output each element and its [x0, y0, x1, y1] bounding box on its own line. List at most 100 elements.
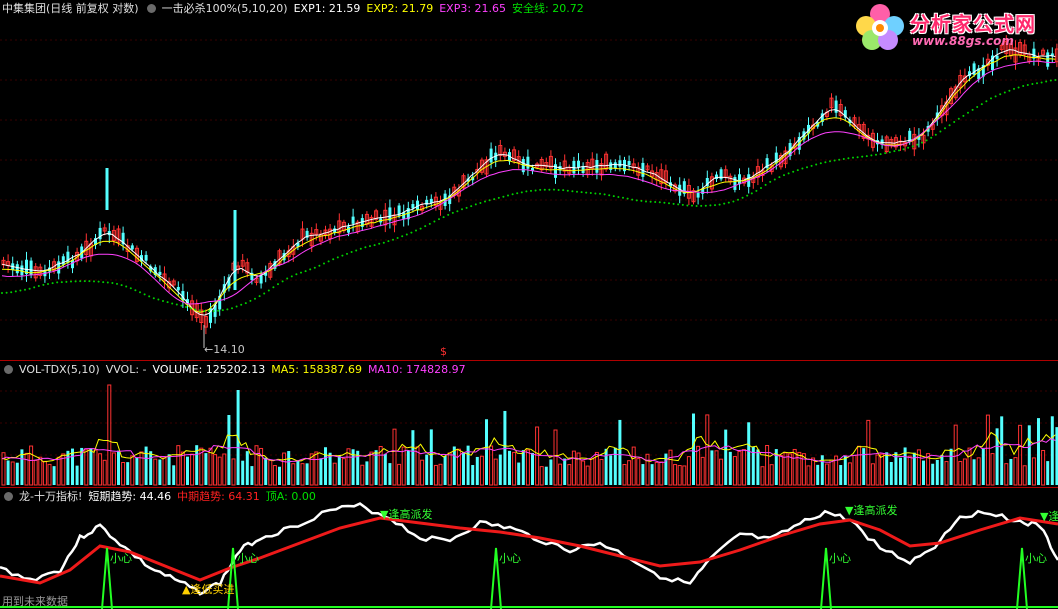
volume-bar [981, 448, 985, 485]
price-chart-pane[interactable]: 中集集团(日线 前复权 对数) 一击必杀100%(5,10,20) EXP1: 21… [0, 0, 1058, 360]
safe-line-dot [939, 130, 942, 133]
volume-bar [732, 456, 737, 486]
safe-line-dot [599, 192, 601, 195]
safe-line-dot [999, 93, 1002, 96]
volume-bar [180, 451, 185, 486]
safe-line-dot [806, 166, 808, 169]
candle [416, 195, 419, 215]
volume-bar [498, 454, 502, 485]
safe-line-dot [879, 153, 882, 156]
safe-line-dot [28, 287, 31, 290]
candle [623, 156, 626, 175]
candle [627, 155, 631, 171]
safe-line-dot [842, 157, 845, 160]
candle [738, 168, 741, 191]
volume-bar [765, 445, 770, 486]
safe-line-dot [97, 280, 100, 283]
volume-bar [93, 449, 98, 486]
volume-bar [111, 452, 116, 486]
volume-bar [305, 463, 309, 485]
volume-bar [650, 464, 654, 485]
logo-name: 分析家公式网 [910, 12, 1036, 36]
safe-line-dot [732, 200, 735, 203]
site-logo: 分析家公式网 www.88gs.com [852, 2, 1052, 50]
volume-bar [485, 419, 488, 485]
candle [181, 283, 185, 308]
safe-line-dot [212, 310, 215, 313]
safe-line-dot [539, 188, 542, 191]
safe-line-dot [226, 308, 229, 311]
safe-line-dot [479, 202, 482, 205]
volume-bar [268, 459, 273, 486]
candle [498, 139, 503, 161]
candle [374, 208, 379, 222]
candle [199, 302, 204, 330]
volume-bar [360, 464, 365, 486]
candle [300, 221, 305, 247]
volume-bar [259, 447, 264, 486]
volume-chart-pane[interactable]: VOL-TDX(5,10) VVOL: - VOLUME: 125202.13 MA5… [0, 361, 1058, 487]
volume-bar [953, 424, 958, 486]
settings-circle-icon[interactable] [4, 365, 13, 374]
volume-bar [365, 461, 369, 485]
volume-bar [903, 447, 907, 485]
volume-bar [217, 456, 222, 486]
candle [659, 163, 664, 190]
volume-bar [42, 460, 47, 486]
safe-line-dot [893, 150, 896, 153]
safe-line-dot [714, 204, 716, 207]
pane-divider[interactable] [0, 360, 1058, 361]
candle [20, 260, 24, 281]
safe-line-dot [240, 303, 243, 306]
volume-bar [599, 458, 604, 486]
safe-line-dot [888, 151, 891, 154]
safe-line-dot [681, 203, 684, 206]
candle [282, 249, 286, 264]
volume-bar [213, 454, 218, 486]
volume-bar [241, 460, 245, 485]
settings-circle-icon[interactable] [4, 492, 13, 501]
volume-bar [227, 415, 231, 485]
safe-line-dot [488, 199, 491, 202]
safe-line-dot [336, 256, 339, 259]
volume-bar [374, 450, 378, 485]
safe-line-dot [56, 281, 59, 284]
volume-bar [479, 455, 484, 486]
volume-bar [719, 458, 724, 486]
safe-line-dot [704, 204, 707, 207]
safe-line-dot [957, 117, 960, 120]
candle [176, 281, 180, 296]
safe-line-dot [364, 246, 367, 249]
volume-bar [517, 462, 521, 485]
candle [245, 258, 250, 278]
volume-bar [916, 449, 921, 486]
volume-title: VOL-TDX(5,10) [19, 363, 100, 376]
volume-bar [839, 465, 843, 485]
safe-line-dot [497, 196, 500, 199]
volume-bar [356, 450, 360, 485]
indicator-chart-pane[interactable]: 龙-十万指标! 短期趋势: 44.46 中期趋势: 64.31 顶A: 0.00 ▼逢… [0, 488, 1058, 609]
volume-bar [682, 465, 687, 486]
safe-line-dot [323, 262, 325, 265]
safe-line-dot [208, 310, 210, 313]
mid-trend-value: 中期趋势: 64.31 [177, 490, 260, 503]
safe-line-dot [612, 195, 615, 198]
safe-line-dot [313, 266, 316, 269]
candle [577, 153, 580, 175]
safe-line-dot [792, 170, 795, 173]
pane-divider[interactable] [0, 487, 1058, 488]
trend-indicator-chart[interactable]: ▼逢高派发 ▼逢高派发 ▼逢高派发 ▲逢低买进 小心 小心 小心 小心 小心 [0, 488, 1058, 609]
settings-circle-icon[interactable] [146, 4, 156, 13]
volume-bar [539, 466, 544, 486]
safe-line-dot [254, 297, 256, 300]
volume-bar [659, 461, 664, 486]
candle [981, 57, 985, 84]
safe-line-dot [272, 286, 275, 289]
volume-bars-chart[interactable] [0, 361, 1058, 487]
candle [701, 182, 705, 200]
candlestick-chart[interactable] [0, 0, 1058, 360]
volume-bar [351, 449, 355, 485]
safe-line-dot [42, 283, 45, 286]
candle [236, 261, 241, 274]
safe-line-dot [1040, 81, 1043, 84]
